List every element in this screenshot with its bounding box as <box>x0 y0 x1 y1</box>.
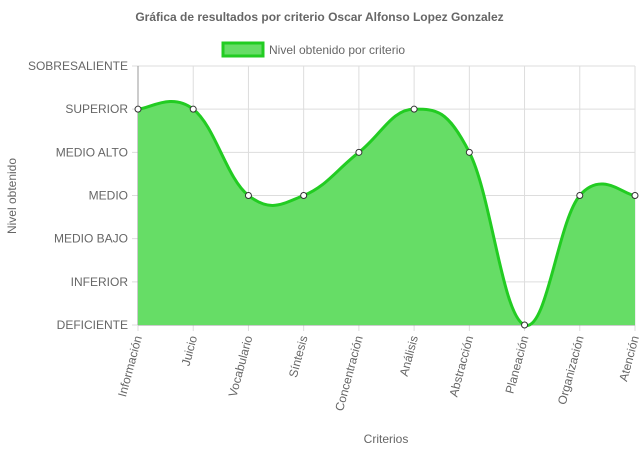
y-tick-label: MEDIO ALTO <box>56 145 128 159</box>
y-tick-label: DEFICIENTE <box>57 318 128 332</box>
series-layer <box>137 99 636 327</box>
x-tick-label: Atención <box>616 334 639 383</box>
x-tick-label: Concentración <box>332 334 366 412</box>
x-axis-ticks: Información Juicio Vocabulario Síntesis Conc… <box>115 334 639 413</box>
series-area <box>138 101 635 326</box>
legend-swatch[interactable] <box>221 41 265 58</box>
data-point[interactable] <box>465 148 473 156</box>
x-tick-label: Planeación <box>503 334 532 395</box>
x-tick-label: Síntesis <box>286 334 311 379</box>
data-point[interactable] <box>134 105 142 113</box>
data-point[interactable] <box>244 192 252 199</box>
y-tick-label: SUPERIOR <box>65 102 128 116</box>
y-tick-label: MEDIO BAJO <box>54 232 128 246</box>
x-tick-label: Información <box>115 334 145 398</box>
y-axis-ticks: DEFICIENTE INFERIOR MEDIO BAJO MEDIO MEDIO A… <box>28 59 128 332</box>
chart-title: Gráfica de resultados por criterio Oscar… <box>135 10 503 24</box>
x-tick-label: Análisis <box>397 334 421 378</box>
data-point[interactable] <box>410 105 418 113</box>
y-axis-title: Nivel obtenido <box>5 158 19 234</box>
data-point[interactable] <box>355 148 363 156</box>
x-tick-label: Organización <box>555 334 587 406</box>
y-tick-label: INFERIOR <box>71 275 129 289</box>
y-tick-label: SOBRESALIENTE <box>28 59 128 73</box>
legend[interactable]: Nivel obtenido por criterio <box>221 41 405 58</box>
x-axis-title: Criterios <box>364 432 409 446</box>
data-point[interactable] <box>576 192 584 199</box>
legend-label[interactable]: Nivel obtenido por criterio <box>269 43 405 57</box>
x-tick-label: Abstracción <box>446 334 476 398</box>
data-point[interactable] <box>189 105 197 113</box>
x-tick-label: Juicio <box>179 334 201 368</box>
data-point[interactable] <box>631 192 639 199</box>
x-tick-label: Vocabulario <box>226 334 256 399</box>
data-point[interactable] <box>300 192 308 199</box>
data-points <box>134 105 639 329</box>
data-point[interactable] <box>521 321 529 329</box>
y-tick-label: MEDIO <box>89 189 128 203</box>
